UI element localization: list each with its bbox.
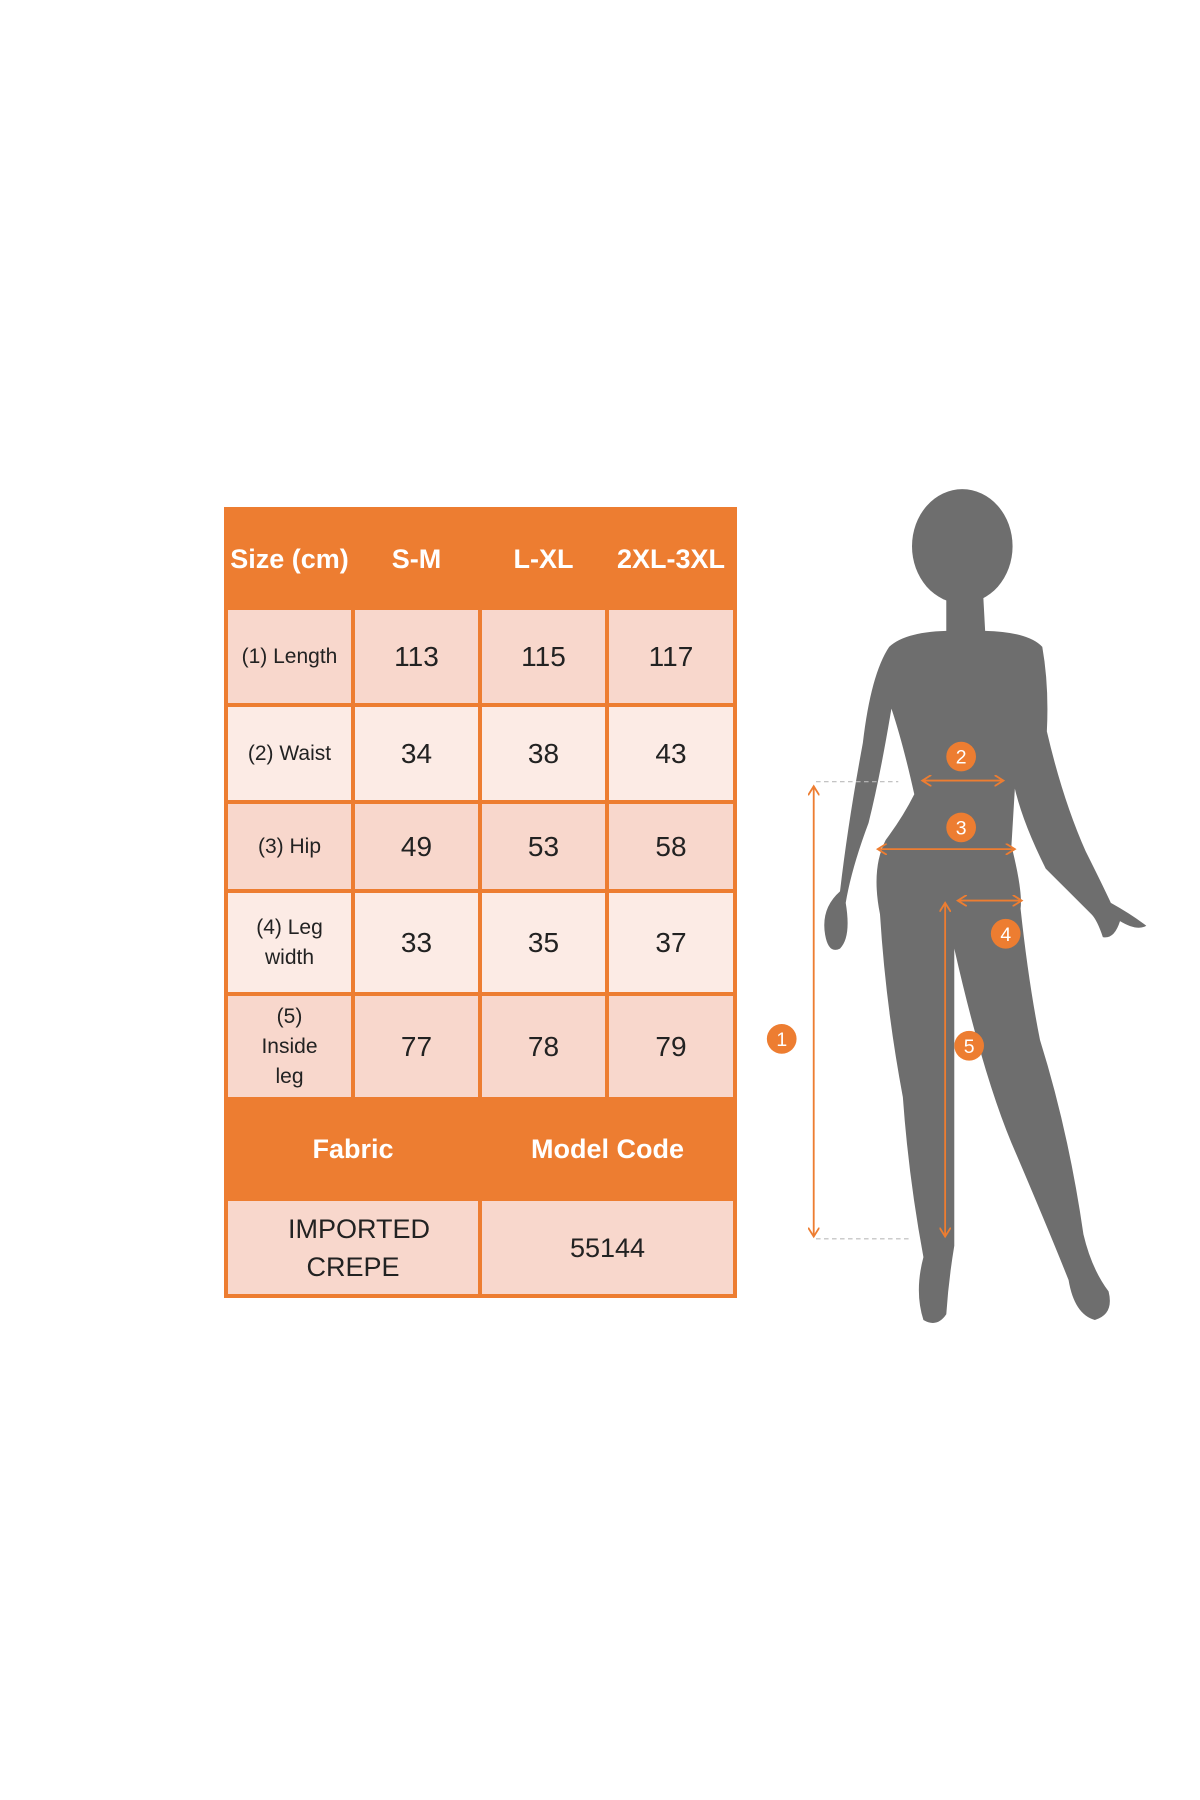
header-row: Size (cm) S-M L-XL 2XL-3XL bbox=[224, 507, 737, 610]
row-label: (4) Leg width bbox=[224, 889, 355, 996]
cell: 33 bbox=[351, 889, 482, 996]
cell: 49 bbox=[351, 800, 482, 893]
cell: 115 bbox=[478, 606, 609, 707]
header-size: Size (cm) bbox=[224, 507, 355, 610]
cell: 77 bbox=[351, 992, 482, 1101]
fabric-value: IMPORTED CREPE bbox=[224, 1197, 482, 1298]
model-code-value: 55144 bbox=[478, 1197, 737, 1298]
cell: 35 bbox=[478, 889, 609, 996]
cell: 38 bbox=[478, 703, 609, 804]
row-label: (5) Inside leg bbox=[224, 992, 355, 1101]
cell: 37 bbox=[605, 889, 737, 996]
cell: 78 bbox=[478, 992, 609, 1101]
cell: 34 bbox=[351, 703, 482, 804]
cell: 58 bbox=[605, 800, 737, 893]
header-s-m: S-M bbox=[351, 507, 482, 610]
table-row: (3) Hip 49 53 58 bbox=[224, 800, 737, 893]
header-l-xl: L-XL bbox=[478, 507, 609, 610]
svg-text:4: 4 bbox=[1000, 924, 1011, 946]
marker-3: 3 bbox=[946, 812, 976, 843]
row-label: (1) Length bbox=[224, 606, 355, 707]
table-row: (4) Leg width 33 35 37 bbox=[224, 889, 737, 996]
svg-text:2: 2 bbox=[956, 747, 967, 769]
measurement-guides bbox=[814, 781, 1022, 1240]
table-row: (5) Inside leg 77 78 79 bbox=[224, 992, 737, 1101]
cell: 117 bbox=[605, 606, 737, 707]
cell: 113 bbox=[351, 606, 482, 707]
footer-header-row: Fabric Model Code bbox=[224, 1097, 737, 1201]
header-fabric: Fabric bbox=[224, 1097, 482, 1201]
row-label: (2) Waist bbox=[224, 703, 355, 804]
silhouette bbox=[824, 489, 1147, 1323]
marker-2: 2 bbox=[946, 741, 976, 772]
cell: 43 bbox=[605, 703, 737, 804]
cell: 53 bbox=[478, 800, 609, 893]
marker-1: 1 bbox=[766, 1024, 797, 1054]
svg-text:3: 3 bbox=[956, 818, 967, 840]
svg-text:5: 5 bbox=[964, 1036, 975, 1058]
footer-row: IMPORTED CREPE 55144 bbox=[224, 1197, 737, 1298]
header-2xl-3xl: 2XL-3XL bbox=[605, 507, 737, 610]
table-row: (1) Length 113 115 117 bbox=[224, 606, 737, 707]
svg-text:1: 1 bbox=[776, 1029, 787, 1051]
row-label: (3) Hip bbox=[224, 800, 355, 893]
marker-5: 5 bbox=[954, 1030, 984, 1061]
size-chart-table: Size (cm) S-M L-XL 2XL-3XL (1) Length 11… bbox=[224, 507, 737, 1298]
header-model-code: Model Code bbox=[478, 1097, 737, 1201]
cell: 79 bbox=[605, 992, 737, 1101]
marker-4: 4 bbox=[990, 918, 1021, 949]
table-row: (2) Waist 34 38 43 bbox=[224, 703, 737, 804]
